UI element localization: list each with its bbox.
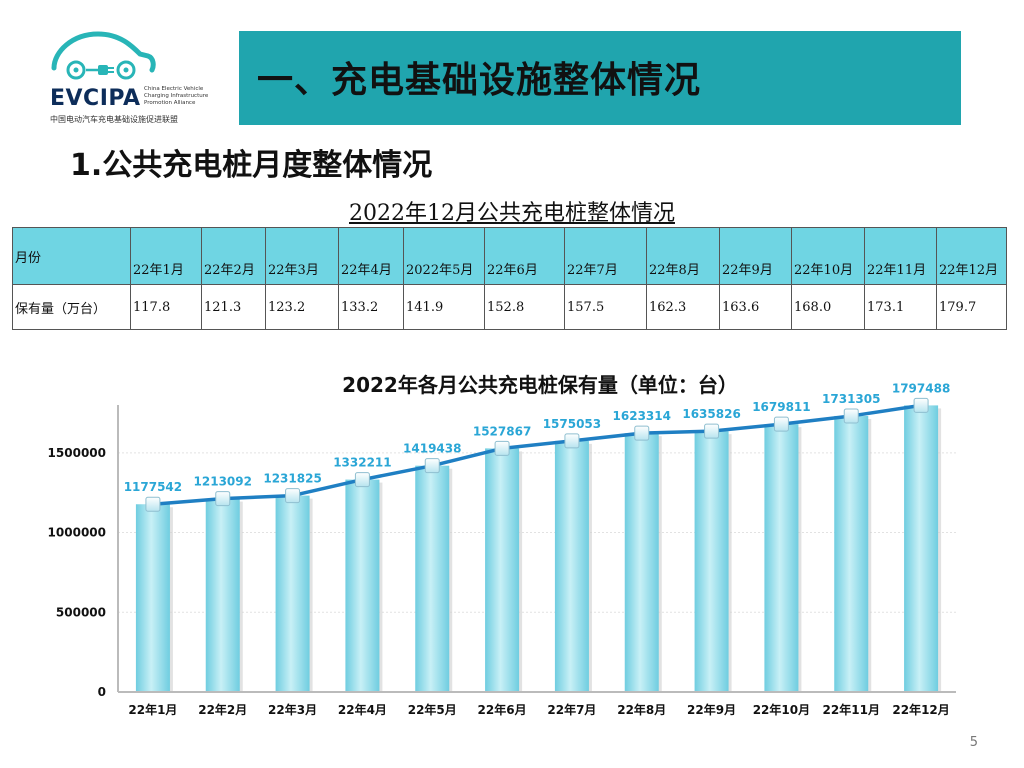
line-marker: [215, 491, 231, 507]
chart-title: 2022年各月公共充电桩保有量（单位：台）: [342, 373, 738, 397]
data-label: 1332211: [333, 456, 391, 470]
table-header-cell: 22年4月: [338, 227, 404, 285]
logo-name: EVCIPA: [50, 86, 141, 111]
table-cell: 152.8: [484, 284, 565, 330]
data-label: 1679811: [752, 400, 810, 414]
bar: [275, 495, 310, 692]
data-label: 1177542: [124, 480, 182, 494]
line-marker: [354, 472, 370, 488]
data-label: 1231825: [263, 472, 321, 486]
data-table: 月份 22年1月 22年2月 22年3月 22年4月 2022年5月 22年6月…: [12, 227, 1007, 330]
logo-chinese: 中国电动汽车充电基础设施促进联盟: [50, 115, 178, 124]
y-tick-label: 0: [98, 685, 106, 699]
table-title: 2022年12月公共充电桩整体情况: [349, 201, 675, 226]
table-header-cell: 22年2月: [201, 227, 266, 285]
bar: [624, 433, 659, 692]
section-title: 1.公共充电桩月度整体情况: [70, 148, 433, 183]
x-tick-label: 22年11月: [823, 702, 880, 717]
bar: [345, 479, 380, 692]
x-tick-label: 22年1月: [128, 702, 177, 717]
y-tick-label: 1000000: [48, 526, 106, 540]
table-cell: 141.9: [403, 284, 485, 330]
bar: [205, 498, 240, 692]
line-marker: [913, 397, 929, 413]
table-header-cell: 22年12月: [936, 227, 1007, 285]
data-label: 1419438: [403, 442, 461, 456]
bar: [834, 415, 869, 692]
x-tick-label: 22年12月: [892, 702, 949, 717]
data-label: 1527867: [473, 424, 531, 438]
x-tick-label: 22年7月: [547, 702, 596, 717]
data-label: 1731305: [822, 392, 880, 406]
table-header-cell: 22年10月: [791, 227, 865, 285]
bar: [485, 448, 520, 692]
page-number: 5: [969, 735, 978, 750]
table-header-cell: 22年9月: [719, 227, 792, 285]
bar: [764, 424, 799, 692]
table-header-label: 月份: [12, 227, 131, 285]
table-header-cell: 22年11月: [864, 227, 937, 285]
x-tick-label: 22年2月: [198, 702, 247, 717]
x-tick-label: 22年4月: [338, 702, 387, 717]
series-line: [152, 403, 922, 506]
table-header-row: 月份 22年1月 22年2月 22年3月 22年4月 2022年5月 22年6月…: [12, 227, 1007, 285]
data-label: 1635826: [682, 407, 740, 421]
table-row: 保有量（万台） 117.8 121.3 123.2 133.2 141.9 15…: [12, 284, 1007, 330]
line-marker: [285, 488, 301, 504]
table-cell: 121.3: [201, 284, 266, 330]
y-tick-label: 1500000: [48, 446, 106, 460]
title-banner: 一、充电基础设施整体情况: [239, 31, 961, 125]
x-tick-label: 22年5月: [408, 702, 457, 717]
table-cell: 168.0: [791, 284, 865, 330]
table-cell: 163.6: [719, 284, 792, 330]
line-marker: [564, 433, 580, 449]
car-plug-icon: [51, 31, 156, 80]
table-header-cell: 22年8月: [646, 227, 720, 285]
line-marker: [773, 416, 789, 432]
x-tick-label: 22年10月: [753, 702, 810, 717]
table-cell: 117.8: [130, 284, 202, 330]
logo-english: China Electric Vehicle Charging Infrastr…: [144, 86, 209, 106]
table-cell: 179.7: [936, 284, 1007, 330]
line-marker: [634, 425, 650, 441]
data-label: 1575053: [543, 417, 601, 431]
line-marker: [145, 496, 161, 512]
y-tick-label: 500000: [56, 605, 106, 619]
page-title: 一、充电基础设施整体情况: [257, 60, 702, 101]
evcipa-logo: EVCIPA China Electric Vehicle Charging I…: [48, 28, 228, 128]
data-label: 1623314: [613, 409, 671, 423]
line-marker: [424, 458, 440, 474]
table-header-cell: 22年6月: [484, 227, 565, 285]
bar: [554, 440, 589, 692]
bar: [694, 431, 729, 692]
bar: [415, 465, 450, 692]
bar: [904, 405, 939, 692]
table-cell: 157.5: [564, 284, 647, 330]
table-cell: 133.2: [338, 284, 404, 330]
x-tick-label: 22年8月: [617, 702, 666, 717]
table-header-cell: 22年3月: [265, 227, 339, 285]
table-cell: 173.1: [864, 284, 937, 330]
x-tick-label: 22年9月: [687, 702, 736, 717]
data-label: 1213092: [194, 475, 252, 489]
line-marker: [704, 423, 720, 439]
line-marker: [843, 408, 859, 424]
data-label: 1797488: [892, 381, 950, 395]
line-marker: [494, 440, 510, 456]
x-tick-label: 22年6月: [478, 702, 527, 717]
x-tick-label: 22年3月: [268, 702, 317, 717]
bar: [135, 504, 170, 692]
